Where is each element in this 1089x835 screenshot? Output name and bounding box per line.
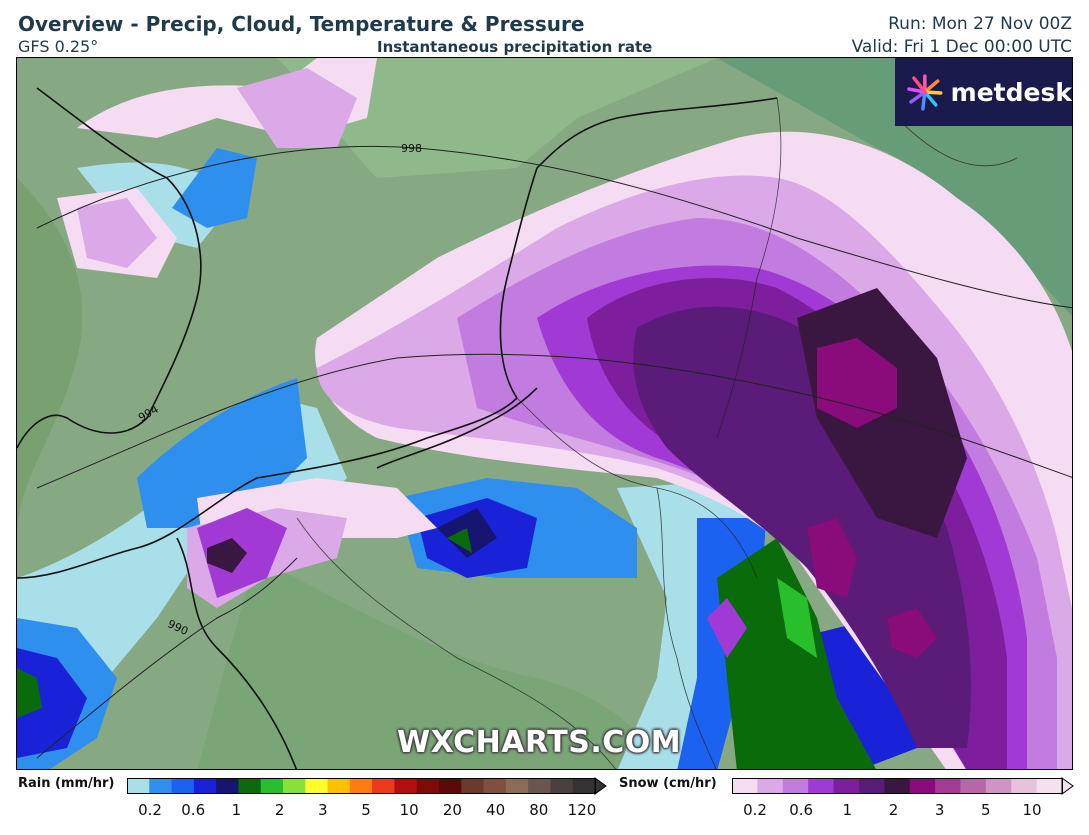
rain-color-swatch [127, 779, 150, 793]
rain-heavy-3 [17, 668, 42, 718]
chart-title: Overview - Precip, Cloud, Temperature & … [18, 12, 585, 36]
rain-tick-label: 2 [274, 801, 285, 819]
rain-tick-label: 5 [361, 801, 371, 819]
rain-color-swatch [327, 779, 351, 793]
land-shading-france [197, 558, 657, 769]
isobar-label: 998 [401, 142, 422, 155]
snow-tick-label: 1 [842, 801, 853, 819]
rain-tick-label: 20 [442, 801, 462, 819]
rain-cell-3 [172, 148, 257, 228]
watermark: WXCHARTS.COM [397, 725, 682, 760]
rain-color-swatch [505, 779, 529, 793]
rain-tick-label: 40 [486, 801, 506, 819]
map-canvas: 998 994 990 [17, 58, 1072, 769]
rain-color-swatch [372, 779, 395, 793]
rain-color-swatch [439, 779, 462, 793]
isobars [36, 145, 1072, 759]
snow-colorbar-border [732, 778, 1063, 794]
rain-colorbar-arrow [594, 777, 607, 795]
model-name: GFS 0.25° [18, 37, 99, 56]
rain-color-swatch [483, 779, 507, 793]
snow-colorbar-arrow [1061, 777, 1074, 795]
metdesk-logo-text: metdesk [950, 77, 1072, 107]
snow-cell-east [707, 598, 747, 658]
metdesk-logo: metdesk [895, 58, 1072, 126]
rain-legend-title: Rain (mm/hr) [18, 776, 115, 791]
flower-icon [907, 74, 943, 111]
snow-color-swatch [732, 779, 758, 793]
land-shading-uk [17, 178, 83, 538]
rain-color-swatch [193, 779, 217, 793]
rain-color-swatch [305, 779, 329, 793]
rain-heavy-4 [447, 528, 472, 553]
snow-color-swatch [935, 779, 961, 793]
rain-color-swatch [283, 779, 306, 793]
snow-tick-label: 0.6 [789, 801, 814, 819]
rain-color-swatch [171, 779, 195, 793]
rain-colorbar [127, 777, 607, 795]
rain-color-swatch [416, 779, 440, 793]
snow-color-swatch [808, 779, 835, 793]
rain-heavy-2 [777, 578, 817, 658]
coastlines [17, 87, 778, 769]
rain-color-swatch [394, 779, 418, 793]
snow-color-swatch [833, 779, 860, 793]
rain-tick-label: 10 [399, 801, 419, 819]
snow-tick-label: 0.2 [743, 801, 767, 819]
rain-color-swatch [528, 779, 551, 793]
snow-color-swatch [782, 779, 809, 793]
rain-heavy-1 [717, 538, 876, 769]
rain-tick-label: 0.6 [181, 801, 206, 819]
snow-color-swatch [985, 779, 1012, 793]
snow-cell-west-core [207, 538, 247, 573]
snow-tick-label: 10 [1022, 801, 1042, 819]
snow-color-swatch [1036, 779, 1063, 793]
rain-color-swatch [572, 779, 596, 793]
rain-color-swatch [216, 779, 239, 793]
snow-patch-uk-2 [77, 198, 157, 268]
snow-tick-label: 5 [981, 801, 991, 819]
snow-color-swatch [884, 779, 911, 793]
rain-color-swatch [550, 779, 574, 793]
snow-color-swatch [1011, 779, 1038, 793]
weather-map[interactable]: 998 994 990 metdesk WXCHARTS.COM [16, 57, 1073, 770]
rain-tick-label: 1 [231, 801, 242, 819]
rain-color-swatch [349, 779, 373, 793]
snow-color-swatch [757, 779, 784, 793]
rain-tick-label: 80 [529, 801, 549, 819]
rain-color-swatch [149, 779, 173, 793]
snow-tick-label: 2 [888, 801, 899, 819]
product-name: Instantaneous precipitation rate [377, 38, 653, 56]
snow-legend-title: Snow (cm/hr) [619, 776, 717, 791]
borders [296, 97, 1018, 769]
rain-color-swatch [238, 779, 262, 793]
snow-peak-3 [887, 608, 937, 658]
snow-peak-1 [817, 338, 897, 428]
rain-tick-label: 120 [567, 801, 597, 819]
snow-color-swatch [909, 779, 936, 793]
valid-time: Valid: Fri 1 Dec 00:00 UTC [851, 37, 1072, 57]
rain-tick-label: 3 [318, 801, 328, 819]
rain-color-swatch [260, 779, 284, 793]
rain-color-swatch [461, 779, 485, 793]
rain-colorbar-border [127, 778, 596, 794]
snow-patch-n [237, 68, 357, 148]
snow-tick-label: 3 [934, 801, 945, 819]
run-time: Run: Mon 27 Nov 00Z [888, 14, 1072, 34]
rain-tick-label: 0.2 [138, 801, 162, 819]
snow-color-swatch [960, 779, 987, 793]
snow-color-swatch [858, 779, 885, 793]
snow-colorbar [732, 777, 1074, 795]
snow-peak-2 [807, 518, 857, 598]
